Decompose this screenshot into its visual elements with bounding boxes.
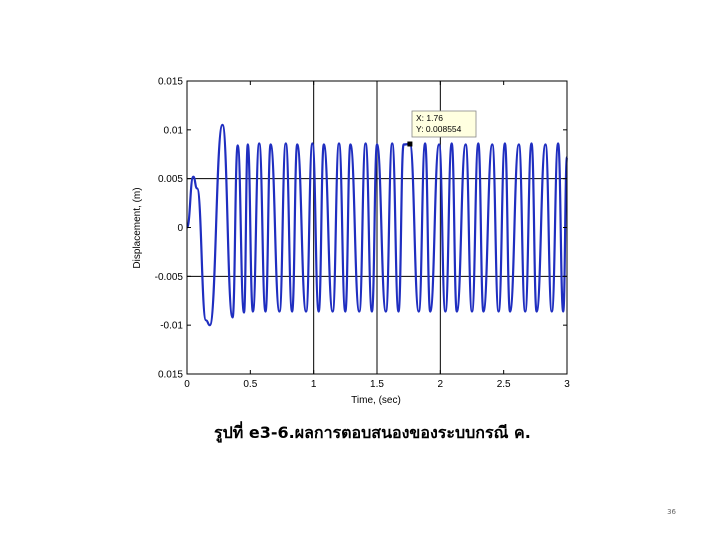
series-line-0 (185, 123, 569, 327)
y-tick-label: 0 (177, 223, 183, 234)
x-tick-label: 2 (438, 379, 444, 390)
x-tick-labels: 0 0.5 1 1.5 2 2.5 3 (184, 379, 570, 390)
tick-marks (186, 80, 568, 375)
displacement-chart: 0 0.5 1 1.5 2 2.5 3 0.015 0.01 0.005 0 -0.005 -0.01… (132, 77, 570, 407)
x-tick-label: 2.5 (497, 379, 511, 390)
y-tick-label: 0.015 (158, 370, 183, 381)
datatip-marker[interactable] (407, 141, 413, 147)
datatip-y-label: Y: 0.008554 (416, 124, 462, 134)
page-number: 36 (667, 508, 676, 516)
x-tick-label: 3 (564, 379, 570, 390)
y-tick-label: 0.005 (158, 174, 183, 185)
y-axis-label: Displacement, (m) (132, 187, 143, 268)
datatip-box (411, 110, 477, 138)
x-tick-label: 0 (184, 379, 190, 390)
y-tick-label: 0.015 (158, 77, 183, 88)
series-layer (185, 123, 569, 327)
x-tick-label: 1 (311, 379, 317, 390)
datatip[interactable]: X: 1.76 Y: 0.008554 (407, 110, 477, 147)
figure-caption: รูปที่ e3-6.ผลการตอบสนองของระบบกรณี ค. (214, 423, 531, 442)
x-axis-label: Time, (sec) (351, 395, 401, 406)
datatip-x-label: X: 1.76 (416, 113, 443, 123)
x-tick-label: 1.5 (370, 379, 384, 390)
y-tick-label: -0.005 (155, 272, 184, 283)
grid-lines (187, 81, 567, 374)
y-tick-label: -0.01 (160, 321, 183, 332)
y-tick-label: 0.01 (164, 125, 184, 136)
x-tick-label: 0.5 (243, 379, 257, 390)
y-tick-labels: 0.015 0.01 0.005 0 -0.005 -0.01 0.015 (155, 77, 184, 381)
